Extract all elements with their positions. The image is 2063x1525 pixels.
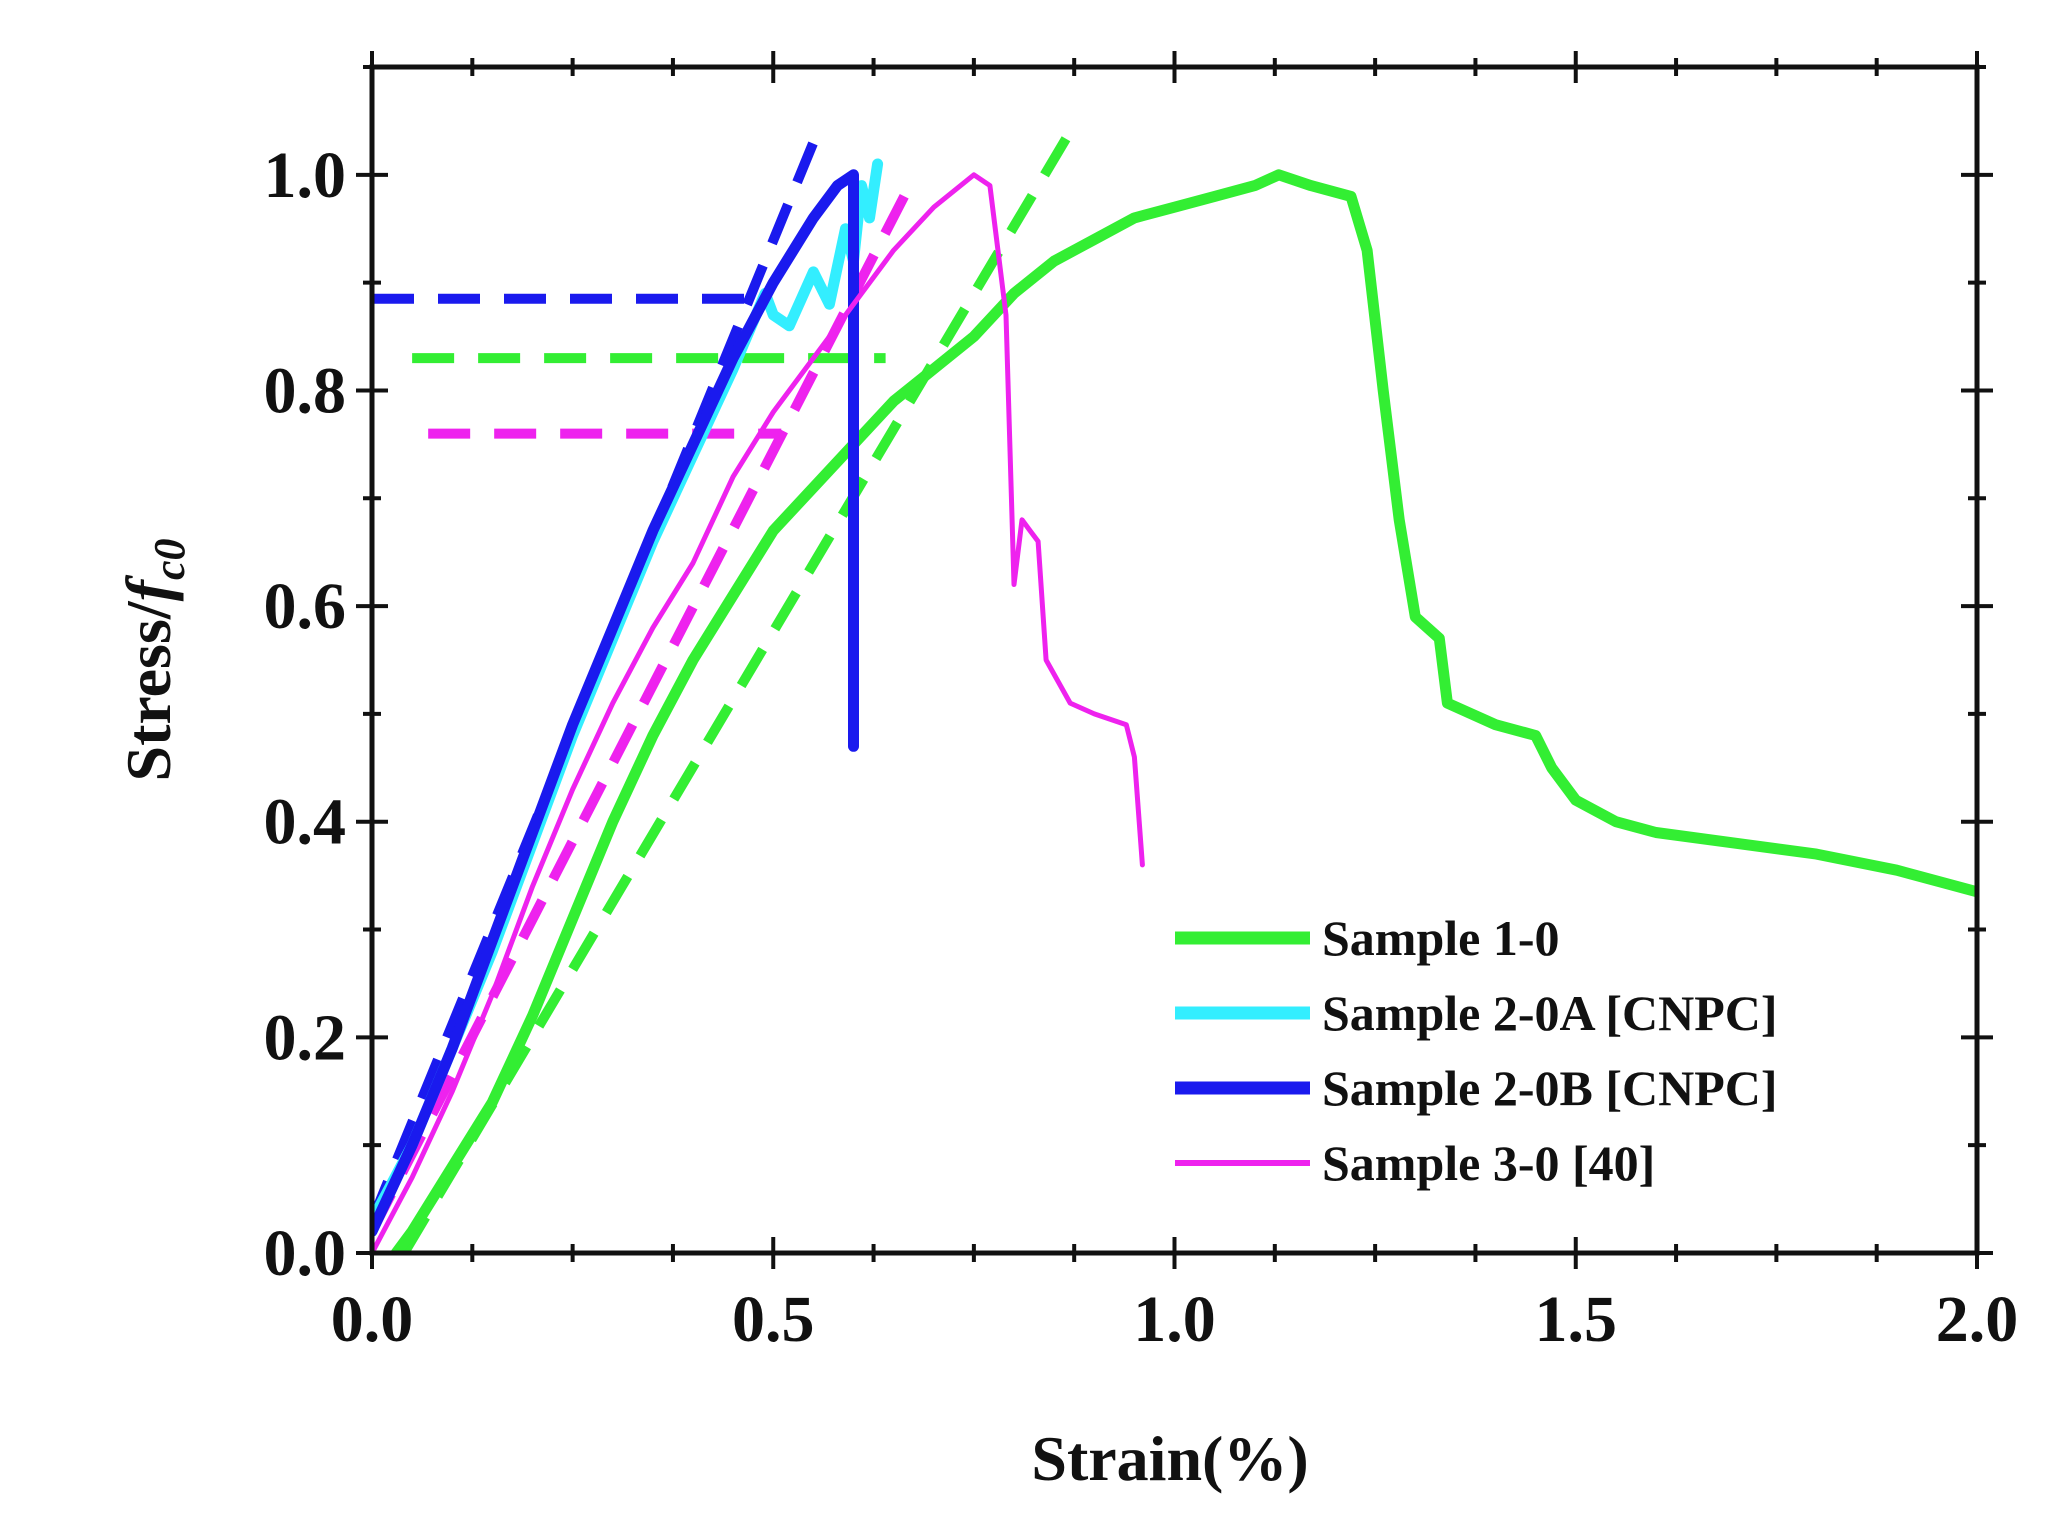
- y-tick-label: 0.2: [264, 1001, 347, 1074]
- x-axis-title: Strain(%): [1031, 1423, 1308, 1494]
- legend: Sample 1-0 Sample 2-0A [CNPC] Sample 2-0B …: [1175, 910, 1778, 1191]
- x-tick-label: 1.5: [1535, 1283, 1618, 1356]
- legend-label-sample-2-0b-cnpc: Sample 2-0B [CNPC]: [1322, 1060, 1778, 1116]
- series-line-sample-1-0: [390, 169, 1977, 1253]
- series-line-sample-3-0-40: [372, 172, 1145, 1253]
- series-line-sample-2-0b-cnpc: [372, 169, 859, 1237]
- y-tick-labels: 0.0 0.2 0.4 0.6 0.8 1.0: [264, 139, 347, 1290]
- y-axis-title-subscript: c0: [145, 539, 194, 581]
- y-tick-label: 0.6: [264, 570, 347, 643]
- axis-ticks: [356, 51, 1993, 1269]
- y-tick-label: 1.0: [264, 139, 347, 212]
- y-tick-label: 0.8: [264, 354, 347, 427]
- y-axis-title-text: Stress/: [113, 600, 184, 781]
- legend-label-sample-3-0-40: Sample 3-0 [40]: [1322, 1135, 1655, 1191]
- series-lines: [372, 158, 1977, 1253]
- y-tick-label: 0.4: [264, 786, 347, 859]
- x-tick-label: 1.0: [1133, 1283, 1216, 1356]
- legend-label-sample-1-0: Sample 1-0: [1322, 910, 1560, 966]
- reference-line-3: [372, 183, 915, 1234]
- legend-label-sample-2-0a-cnpc: Sample 2-0A [CNPC]: [1322, 985, 1778, 1041]
- x-tick-label: 2.0: [1936, 1283, 2019, 1356]
- x-tick-label: 0.0: [331, 1283, 414, 1356]
- x-tick-label: 0.5: [732, 1283, 815, 1356]
- reference-lines: [372, 129, 1075, 1253]
- y-tick-label: 0.0: [264, 1217, 347, 1290]
- y-axis-title: Stress/fc0: [113, 539, 194, 782]
- x-tick-labels: 0.0 0.5 1.0 1.5 2.0: [331, 1283, 2019, 1356]
